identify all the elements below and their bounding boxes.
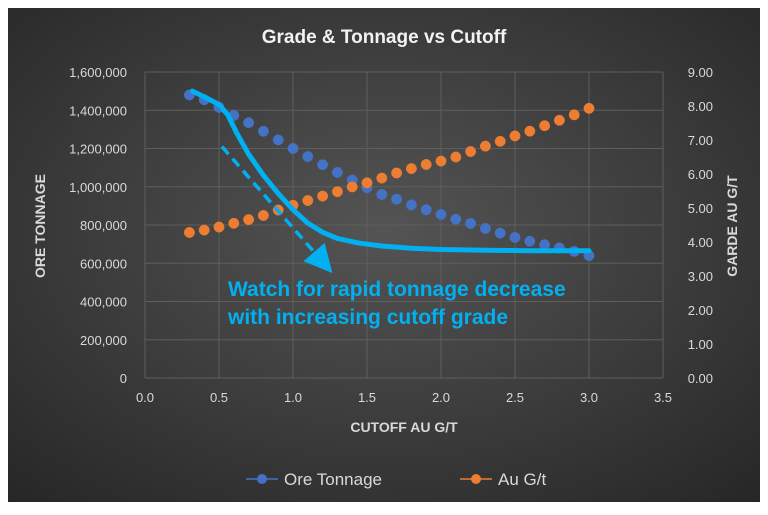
data-point [435,209,447,220]
legend-marker [471,474,481,484]
data-point [539,120,551,132]
data-point [494,135,506,147]
trend-curve [189,88,592,254]
x-tick-label: 2.5 [506,390,524,405]
x-tick-label: 3.5 [654,390,672,405]
data-point [494,227,506,239]
x-tick-label: 3.0 [580,390,598,405]
y2-tick-label: 1.00 [688,337,713,352]
grid-lines [144,71,664,379]
y-tick-label: 1,000,000 [69,180,127,195]
data-point [391,193,403,205]
annotation-layer: Watch for rapid tonnage decrease with inc… [189,88,592,329]
data-point [568,109,580,121]
data-point [465,146,477,158]
data-point [317,190,329,202]
data-point [331,186,343,198]
y2-tick-label: 8.00 [688,99,713,114]
data-point [524,235,536,247]
data-point [213,221,225,233]
data-point [198,224,210,236]
data-point [420,159,432,170]
y-tick-label: 0 [120,371,127,386]
annotation-text-line: with increasing cutoff grade [227,306,508,329]
data-point [257,210,269,221]
data-point [317,159,329,171]
data-point [302,195,314,206]
x-tick-label: 1.0 [284,390,302,405]
data-point [243,214,255,226]
y2-tick-label: 4.00 [688,235,713,250]
data-point [524,125,536,137]
data-point [361,177,373,189]
legend: Ore Tonnage Au G/t [246,470,546,489]
data-point [553,114,565,126]
y2-tick-label: 9.00 [688,65,713,80]
data-point [509,231,521,243]
data-point [583,102,595,114]
y-tick-label: 1,400,000 [69,103,127,118]
y-axis-title: ORE TONNAGE [32,174,48,278]
y2-axis-title: GARDE AU G/T [724,175,740,277]
data-point [479,222,491,234]
data-point [391,167,403,179]
data-point [420,204,432,216]
legend-label: Au G/t [498,470,546,489]
y-tick-label: 1,600,000 [69,65,127,80]
y-tick-label: 200,000 [80,333,127,348]
data-point [183,227,195,238]
axes: 0.0 0.5 1.0 1.5 2.0 2.5 3.0 3.5 0 200,000 400,000 6… [69,65,713,405]
data-point [376,172,388,184]
data-point [257,125,269,137]
x-tick-label: 0.5 [210,390,228,405]
data-point [405,163,417,175]
y2-tick-label: 5.00 [688,201,713,216]
data-point [450,213,462,225]
data-point [287,143,299,154]
data-point [228,217,240,229]
annotation-arrow [220,145,333,274]
data-point [450,151,462,163]
data-point [509,130,521,142]
data-point [435,155,447,167]
data-point [405,199,417,211]
data-point [331,166,343,178]
y2-tick-label: 3.00 [688,269,713,284]
data-point [346,181,358,193]
y-tick-label: 1,200,000 [69,142,127,157]
chart-background [8,8,760,502]
y2-tick-label: 6.00 [688,167,713,182]
data-point [302,151,314,162]
annotation-text-line: Watch for rapid tonnage decrease [228,278,566,301]
data-point [272,134,284,146]
x-tick-label: 0.0 [136,390,154,405]
series-au-grade [183,102,595,238]
y-tick-label: 800,000 [80,218,127,233]
y2-tick-label: 2.00 [688,303,713,318]
chart-title: Grade & Tonnage vs Cutoff [262,27,507,48]
y-tick-label: 400,000 [80,295,127,310]
legend-label: Ore Tonnage [284,470,382,489]
y2-tick-label: 0.00 [688,371,713,386]
y2-tick-label: 7.00 [688,133,713,148]
x-tick-label: 2.0 [432,390,450,405]
data-point [243,117,255,129]
legend-marker [257,474,267,484]
x-tick-label: 1.5 [358,390,376,405]
data-point [465,218,477,229]
data-point [479,140,491,152]
data-point [376,188,388,200]
y-tick-label: 600,000 [80,256,127,271]
x-axis-title: CUTOFF AU G/T [350,419,458,435]
